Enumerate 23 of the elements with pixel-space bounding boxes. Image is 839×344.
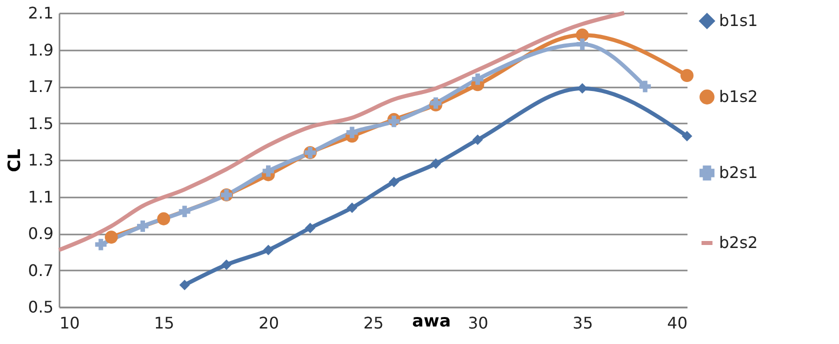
x-tick-label: 35 [572, 314, 594, 332]
y-tick-label: 0.7 [28, 260, 54, 280]
y-tick-label: 1.7 [28, 77, 54, 96]
x-tick-label: 40 [667, 314, 688, 332]
x-axis-title: awa [412, 312, 451, 332]
y-axis-title: CL [5, 148, 26, 172]
y-tick-label: 1.9 [28, 40, 54, 60]
legend-label: b2s2 [719, 233, 758, 252]
y-tick-label: 1.3 [28, 150, 54, 170]
x-tick-label: 30 [468, 314, 488, 332]
y-tick-label: 1.1 [28, 187, 54, 206]
x-tick-label: 25 [363, 314, 384, 332]
line-series [57, 11, 626, 252]
legend-label: b1s2 [719, 87, 758, 106]
x-tick-label: 15 [154, 314, 174, 332]
x-tick-label: 10 [60, 314, 80, 332]
y-tick-label: 0.5 [28, 298, 54, 316]
y-tick-label: 1.5 [28, 114, 54, 133]
legend-label: b2s1 [719, 163, 758, 182]
y-tick-label: 2.1 [28, 4, 54, 22]
legend-label: b1s1 [719, 11, 758, 30]
x-tick-label: 20 [258, 314, 280, 332]
y-tick-label: 0.9 [28, 224, 54, 243]
